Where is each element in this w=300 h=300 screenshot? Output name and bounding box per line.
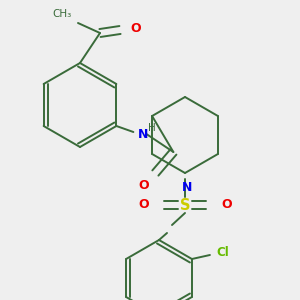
Text: N: N xyxy=(138,128,149,140)
Text: N: N xyxy=(182,181,192,194)
Text: O: O xyxy=(139,179,149,192)
Text: O: O xyxy=(138,199,149,212)
Text: S: S xyxy=(180,197,190,212)
Text: O: O xyxy=(130,22,141,34)
Text: Cl: Cl xyxy=(216,245,229,259)
Text: CH₃: CH₃ xyxy=(53,9,72,19)
Text: O: O xyxy=(221,199,232,212)
Text: H: H xyxy=(148,123,156,133)
